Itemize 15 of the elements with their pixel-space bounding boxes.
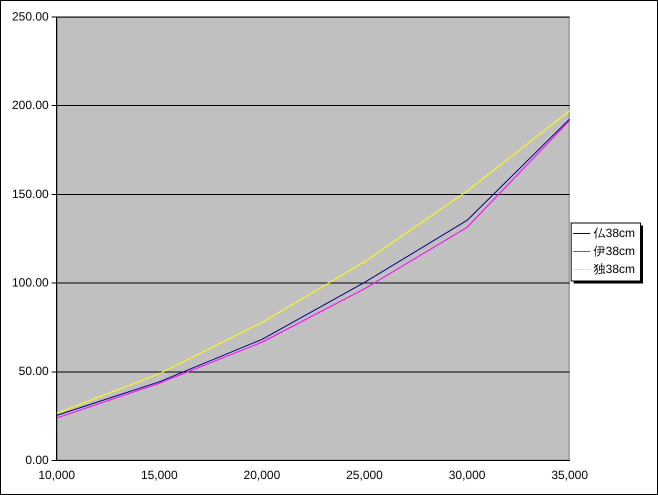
y-tick-label: 0.00 [25, 452, 50, 467]
y-tick-label: 200.00 [12, 98, 50, 112]
legend-label: 独38cm [594, 262, 636, 276]
y-tick-label: 150.00 [12, 186, 50, 201]
x-tick-label: 15,000 [140, 468, 178, 482]
legend-label: 仏38cm [592, 226, 636, 240]
y-tick-label: 100.00 [12, 275, 50, 290]
x-tick-label: 10,000 [38, 468, 76, 482]
x-tick-label: 35,000 [551, 468, 588, 482]
y-tick-label: 50.00 [18, 364, 50, 378]
x-tick-label: 25,000 [346, 468, 384, 482]
legend-label: 伊38cm [594, 244, 636, 258]
y-tick-label: 250.00 [12, 9, 50, 24]
x-tick-label: 20,000 [244, 468, 281, 482]
x-tick-label: 30,000 [448, 468, 486, 482]
